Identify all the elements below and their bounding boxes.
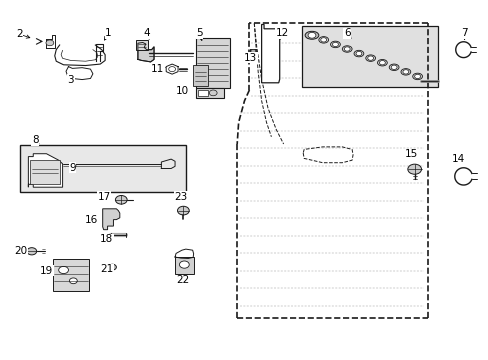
Circle shape [407, 164, 421, 174]
Circle shape [307, 32, 315, 38]
Circle shape [168, 67, 175, 72]
Bar [195, 38, 229, 88]
Text: 9: 9 [69, 163, 76, 173]
Text: 11: 11 [150, 64, 164, 74]
Text: 14: 14 [451, 154, 465, 164]
Text: 6: 6 [343, 28, 350, 38]
Bar [53, 259, 89, 291]
Text: 19: 19 [40, 266, 53, 276]
Circle shape [209, 90, 217, 96]
Text: 17: 17 [97, 192, 111, 202]
Text: 8: 8 [32, 135, 39, 145]
Text: 18: 18 [100, 234, 113, 244]
Ellipse shape [305, 31, 318, 39]
Text: 2: 2 [16, 29, 23, 39]
Polygon shape [102, 209, 120, 230]
Text: 3: 3 [67, 75, 74, 85]
Circle shape [414, 74, 420, 78]
Circle shape [59, 266, 68, 274]
Circle shape [250, 49, 255, 53]
Text: 5: 5 [196, 28, 203, 38]
Ellipse shape [342, 46, 351, 52]
Circle shape [27, 248, 37, 255]
Bar [175, 257, 193, 274]
Ellipse shape [353, 50, 363, 57]
Bar [30, 160, 60, 184]
Circle shape [177, 206, 189, 215]
Text: 4: 4 [143, 28, 150, 38]
Circle shape [344, 47, 349, 51]
Text: 10: 10 [176, 86, 188, 96]
Text: 1: 1 [105, 28, 112, 38]
Polygon shape [28, 154, 62, 187]
Circle shape [332, 42, 338, 46]
Text: 13: 13 [243, 53, 257, 63]
Text: 23: 23 [174, 192, 187, 202]
Ellipse shape [377, 59, 386, 66]
Ellipse shape [388, 64, 398, 71]
Bar [20, 145, 185, 192]
Polygon shape [261, 24, 279, 83]
Circle shape [108, 264, 116, 270]
Ellipse shape [330, 41, 340, 48]
Text: 21: 21 [100, 264, 113, 274]
Text: 16: 16 [85, 215, 99, 225]
Circle shape [320, 38, 326, 42]
Circle shape [367, 56, 373, 60]
Ellipse shape [365, 55, 375, 61]
Circle shape [179, 261, 189, 268]
Circle shape [46, 40, 54, 46]
Text: 15: 15 [404, 149, 418, 159]
Circle shape [69, 278, 77, 284]
Ellipse shape [318, 37, 328, 43]
Polygon shape [138, 42, 154, 62]
Polygon shape [302, 26, 437, 87]
Text: 22: 22 [176, 275, 190, 285]
Bar [136, 40, 148, 50]
Circle shape [115, 195, 127, 204]
Circle shape [355, 51, 361, 56]
Bar [198, 90, 207, 96]
Circle shape [390, 65, 396, 69]
Circle shape [379, 60, 385, 65]
Text: 7: 7 [460, 28, 467, 38]
Ellipse shape [400, 69, 410, 75]
Ellipse shape [412, 73, 422, 80]
Circle shape [402, 70, 408, 74]
Text: 20: 20 [14, 246, 27, 256]
Bar [193, 65, 207, 86]
Text: 12: 12 [275, 28, 289, 38]
Bar [195, 88, 224, 98]
